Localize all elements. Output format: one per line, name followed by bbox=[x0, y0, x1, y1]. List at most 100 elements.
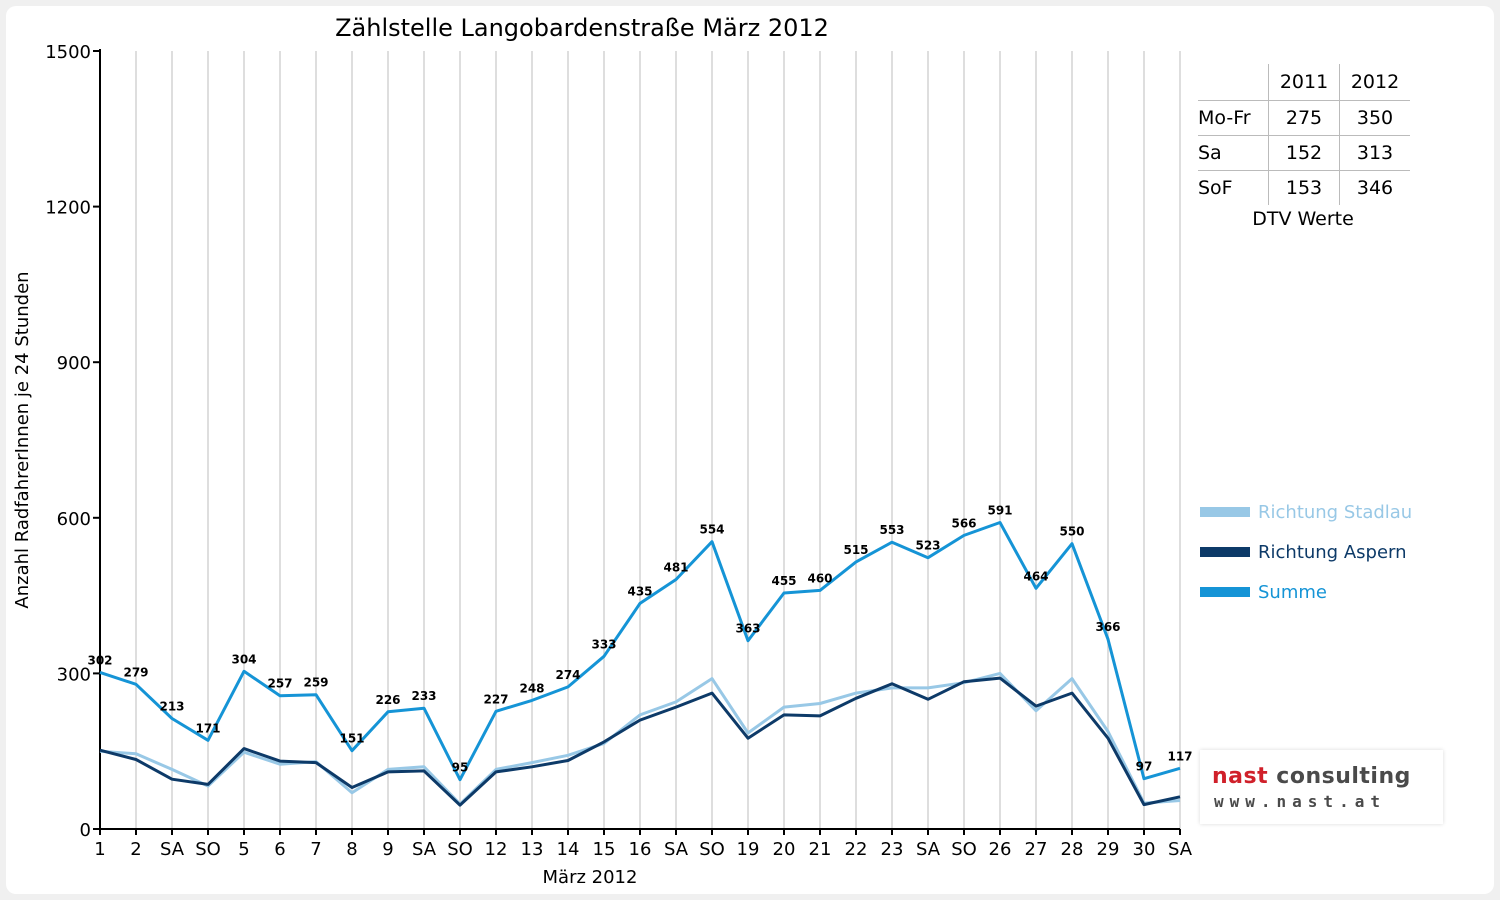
y-tick-label: 1500 bbox=[45, 42, 91, 63]
x-tick-label: 27 bbox=[1025, 839, 1048, 860]
y-tick-label: 300 bbox=[57, 664, 91, 685]
dtv-cell: 346 bbox=[1339, 169, 1410, 205]
dtv-row: SoF 153 346 bbox=[1198, 169, 1410, 205]
data-label: 171 bbox=[195, 721, 220, 735]
grid bbox=[135, 51, 1181, 829]
x-tick-label: 9 bbox=[382, 839, 393, 860]
x-tick-label: 12 bbox=[485, 839, 508, 860]
data-label: 333 bbox=[591, 637, 616, 651]
legend-item: Richtung Stadlau bbox=[1200, 492, 1412, 532]
x-tick-label: 7 bbox=[310, 839, 321, 860]
x-tick-label: SO bbox=[195, 839, 221, 860]
data-label: 97 bbox=[1136, 760, 1153, 774]
x-axis-title: März 2012 bbox=[543, 867, 638, 888]
x-tick-label: 16 bbox=[629, 839, 652, 860]
data-label: 274 bbox=[555, 668, 580, 682]
x-tick-label: SO bbox=[447, 839, 473, 860]
data-label: 151 bbox=[339, 732, 364, 746]
dtv-row: Mo-Fr 275 350 bbox=[1198, 99, 1410, 135]
data-label: 248 bbox=[519, 681, 544, 695]
dtv-cell: 153 bbox=[1268, 169, 1340, 205]
x-tick-label: SO bbox=[699, 839, 725, 860]
y-axis-title: Anzahl RadfahrerInnen je 24 Stunden bbox=[12, 271, 33, 608]
y-tick-label: 1200 bbox=[45, 198, 91, 219]
y-tick-label: 900 bbox=[57, 353, 91, 374]
data-label: 481 bbox=[663, 561, 688, 575]
data-label: 233 bbox=[411, 689, 436, 703]
data-label: 591 bbox=[987, 503, 1012, 517]
data-label: 554 bbox=[699, 523, 724, 537]
series-line bbox=[99, 676, 1181, 807]
legend: Richtung Stadlau Richtung Aspern Summe bbox=[1200, 492, 1412, 612]
legend-item: Summe bbox=[1200, 572, 1412, 612]
legend-label: Richtung Stadlau bbox=[1258, 501, 1413, 523]
dtv-cell: 313 bbox=[1339, 134, 1410, 170]
dtv-caption: DTV Werte bbox=[1252, 208, 1354, 230]
data-label: 523 bbox=[915, 539, 940, 553]
x-tick-label: 26 bbox=[989, 839, 1012, 860]
x-tick-label: 23 bbox=[881, 839, 904, 860]
data-label: 553 bbox=[879, 523, 904, 537]
data-label: 226 bbox=[375, 693, 400, 707]
data-label: 259 bbox=[303, 676, 328, 690]
x-tick-label: SA bbox=[1168, 839, 1193, 860]
dtv-row-label: SoF bbox=[1198, 169, 1269, 205]
data-label: 302 bbox=[87, 653, 112, 667]
legend-label: Summe bbox=[1258, 581, 1327, 603]
series-lines bbox=[99, 521, 1181, 807]
x-tick-label: SA bbox=[664, 839, 689, 860]
company-logo: nast consulting www.nast.at bbox=[1200, 750, 1443, 824]
y-tick-label: 600 bbox=[57, 509, 91, 530]
legend-swatch bbox=[1200, 587, 1250, 597]
data-label: 95 bbox=[452, 761, 469, 775]
x-tick-label: 21 bbox=[809, 839, 832, 860]
legend-swatch bbox=[1200, 507, 1250, 517]
x-tick-label: 5 bbox=[238, 839, 249, 860]
data-label: 257 bbox=[267, 677, 292, 691]
dtv-table: 2011 2012 Mo-Fr 275 350 Sa 152 313 SoF 1… bbox=[1198, 64, 1410, 205]
x-tick-label: 14 bbox=[557, 839, 580, 860]
data-label: 279 bbox=[123, 665, 148, 679]
x-tick-label: SA bbox=[916, 839, 941, 860]
x-tick-label: 8 bbox=[346, 839, 357, 860]
y-tick-label: 0 bbox=[80, 820, 91, 841]
legend-item: Richtung Aspern bbox=[1200, 532, 1412, 572]
dtv-cell: 350 bbox=[1339, 99, 1410, 135]
data-label: 363 bbox=[735, 622, 760, 636]
dtv-row-label: Mo-Fr bbox=[1198, 99, 1269, 135]
data-label: 460 bbox=[807, 571, 832, 585]
x-tick-label: SA bbox=[160, 839, 185, 860]
x-tick-label: 19 bbox=[737, 839, 760, 860]
data-label: 515 bbox=[843, 543, 868, 557]
dtv-cell: 152 bbox=[1268, 134, 1340, 170]
data-label: 435 bbox=[627, 584, 652, 598]
logo-name-part2: consulting bbox=[1276, 764, 1411, 789]
dtv-cell: 275 bbox=[1268, 99, 1340, 135]
x-tick-label: 2 bbox=[130, 839, 141, 860]
dtv-row: Sa 152 313 bbox=[1198, 134, 1410, 170]
logo-name-part1: nast bbox=[1212, 764, 1269, 789]
logo-name: nast consulting bbox=[1212, 764, 1411, 789]
data-label: 304 bbox=[231, 652, 256, 666]
data-label: 117 bbox=[1167, 749, 1192, 763]
logo-url: www.nast.at bbox=[1214, 792, 1386, 811]
x-tick-label: 15 bbox=[593, 839, 616, 860]
dtv-header-row: 2011 2012 bbox=[1198, 64, 1410, 100]
dtv-col-header: 2011 bbox=[1268, 64, 1340, 100]
x-tick-label: 20 bbox=[773, 839, 796, 860]
legend-swatch bbox=[1200, 547, 1250, 557]
data-label: 464 bbox=[1023, 569, 1048, 583]
data-label: 227 bbox=[483, 692, 508, 706]
series-line bbox=[99, 521, 1181, 782]
x-tick-label: SO bbox=[951, 839, 977, 860]
dtv-col-header: 2012 bbox=[1339, 64, 1410, 100]
legend-label: Richtung Aspern bbox=[1258, 541, 1407, 563]
x-tick-label: SA bbox=[412, 839, 437, 860]
x-tick-label: 1 bbox=[94, 839, 105, 860]
data-label: 366 bbox=[1095, 620, 1120, 634]
data-label: 213 bbox=[159, 700, 184, 714]
dtv-row-label: Sa bbox=[1198, 134, 1269, 170]
data-label: 455 bbox=[771, 574, 796, 588]
